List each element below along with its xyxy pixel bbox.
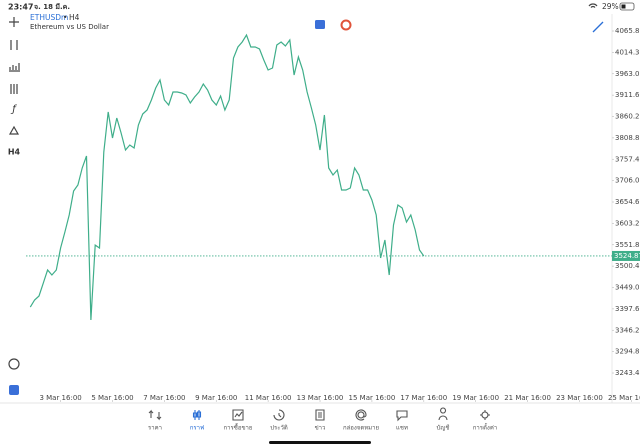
price-line — [29, 33, 425, 321]
current-price-box — [612, 250, 640, 261]
status-date: จ. 18 มี.ค. — [34, 3, 70, 11]
nav-icon[interactable] — [438, 407, 448, 421]
nav-icon[interactable] — [192, 410, 202, 420]
history-tool[interactable] — [8, 358, 20, 370]
timeframe: H4 — [69, 13, 80, 22]
wifi-icon — [588, 3, 598, 8]
x-tick-label: 13 Mar 16:00 — [297, 394, 344, 402]
title-separator: • — [63, 13, 67, 22]
x-tick-label: 3 Mar 16:00 — [39, 394, 81, 402]
nav-icon[interactable] — [148, 409, 162, 421]
volume-tool[interactable] — [9, 63, 20, 72]
nav-label[interactable]: ประวัติ — [270, 425, 288, 432]
period-tool[interactable]: H4 — [8, 148, 21, 157]
y-tick-label: 3808.80 — [615, 134, 640, 142]
indicators-tool[interactable] — [10, 84, 18, 94]
subtitle: Ethereum vs US Dollar — [30, 23, 109, 31]
y-tick-label: 3397.60 — [615, 305, 640, 313]
nav-icon[interactable] — [480, 410, 490, 420]
nav-label[interactable]: บัญชี — [437, 424, 450, 432]
x-tick-label: 11 Mar 16:00 — [245, 394, 292, 402]
battery-icon — [619, 2, 635, 11]
nav-label[interactable]: การซื้อขาย — [224, 422, 253, 432]
y-tick-label: 3706.00 — [615, 177, 640, 185]
y-tick-label: 3757.40 — [615, 155, 640, 163]
y-tick-label: 3243.40 — [615, 369, 640, 377]
y-tick-label: 4065.80 — [615, 27, 640, 35]
one-click-icon[interactable] — [315, 20, 325, 29]
trade-tool[interactable] — [9, 385, 19, 395]
indicator-icon[interactable] — [340, 19, 352, 31]
nav-icon[interactable] — [355, 409, 367, 421]
symbol[interactable]: ETHUSDm — [30, 13, 68, 22]
objects-tool[interactable] — [8, 125, 20, 135]
y-tick-label: 4014.30 — [615, 48, 640, 56]
plot-area: 4065.80 4014.30 3963.00 3911.60 3860.20 3808.… — [26, 14, 640, 403]
nav-label[interactable]: กล่องจดหมาย — [343, 425, 379, 432]
x-tick-label: 15 Mar 16:00 — [349, 394, 396, 402]
function-tool[interactable]: ƒ — [10, 104, 17, 115]
left-toolbar: ƒ H4 — [8, 17, 21, 395]
nav-label[interactable]: ข่าว — [315, 425, 326, 432]
x-tick-label: 21 Mar 16:00 — [504, 394, 551, 402]
y-tick-label: 3603.20 — [615, 219, 640, 227]
x-tick-label: 9 Mar 16:00 — [195, 394, 237, 402]
x-tick-label: 7 Mar 16:00 — [143, 394, 185, 402]
x-tick-label: 19 Mar 16:00 — [452, 394, 499, 402]
battery-level — [621, 4, 626, 9]
drawing-icon[interactable] — [592, 21, 604, 33]
y-tick-label: 3500.40 — [615, 262, 640, 270]
y-tick-label: 3346.20 — [615, 326, 640, 334]
current-price-label: 3524.87 — [614, 252, 640, 260]
y-tick-label: 3963.00 — [615, 70, 640, 78]
nav-label[interactable]: การตั้งค่า — [473, 422, 497, 432]
y-tick-label: 3294.80 — [615, 348, 640, 356]
x-tick-label: 23 Mar 16:00 — [556, 394, 603, 402]
nav-label[interactable]: ราคา — [148, 425, 162, 432]
crosshair-tool[interactable] — [9, 17, 19, 27]
nav-icon[interactable] — [232, 409, 244, 421]
nav-icon[interactable] — [273, 409, 285, 421]
y-tick-label: 3860.20 — [615, 113, 640, 121]
status-time: 23:47 — [8, 3, 33, 12]
nav-label[interactable]: แชท — [396, 425, 408, 432]
candles-tool[interactable] — [10, 40, 18, 50]
x-tick-label: 25 Mar 16:00 — [608, 394, 640, 402]
y-tick-label: 3551.80 — [615, 241, 640, 249]
y-tick-label: 3911.60 — [615, 91, 640, 99]
y-tick-label: 3654.60 — [615, 198, 640, 206]
home-indicator — [269, 441, 371, 444]
bottom-nav: ราคา กราฟ การซื้อขาย ประวัติ ข่าว กล่องจดหมาย… — [148, 407, 497, 432]
nav-icon[interactable] — [315, 409, 325, 421]
y-tick-label: 3449.00 — [615, 284, 640, 292]
nav-label[interactable]: กราฟ — [190, 425, 204, 432]
status-battery: 29% — [602, 2, 619, 11]
x-tick-label: 17 Mar 16:00 — [400, 394, 447, 402]
x-tick-label: 5 Mar 16:00 — [91, 394, 133, 402]
nav-icon[interactable] — [396, 410, 408, 422]
